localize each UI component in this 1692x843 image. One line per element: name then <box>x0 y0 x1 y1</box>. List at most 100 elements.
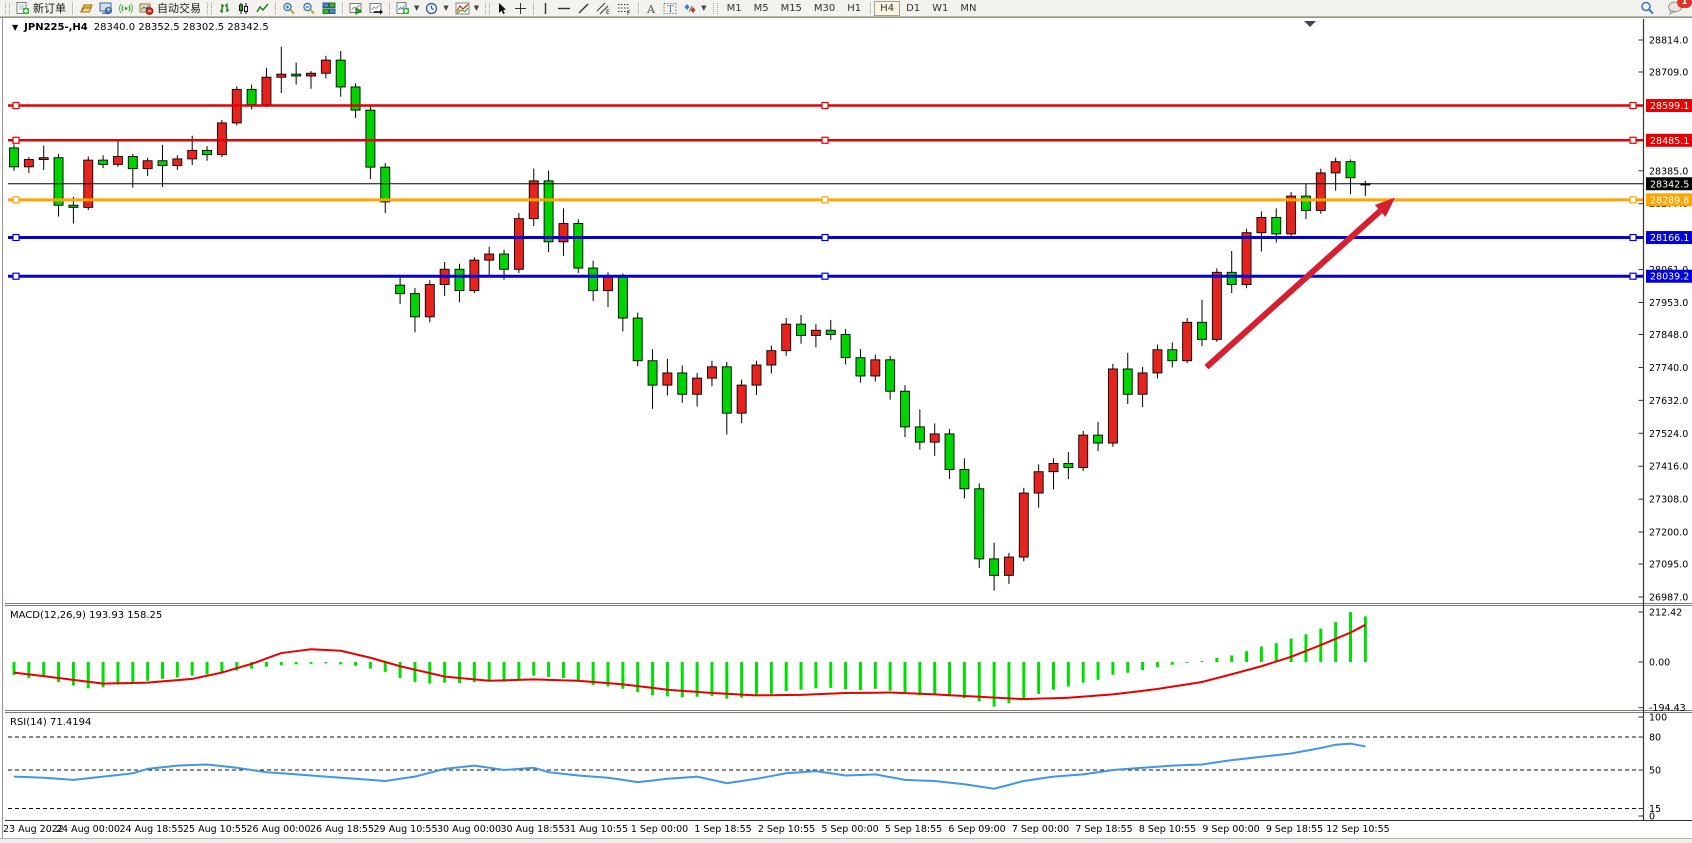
timeframe-M15[interactable]: M15 <box>780 2 802 14</box>
macd-histogram-bar <box>591 662 595 686</box>
macd-histogram-bar <box>977 662 981 702</box>
chart-ohlc-values: 28340.0 28352.5 28302.5 28342.5 <box>93 22 269 33</box>
macd-histogram-bar <box>250 662 254 669</box>
line-handle <box>821 196 829 204</box>
svg-text:15: 15 <box>1649 804 1661 815</box>
equidistant-channel-button[interactable]: E <box>593 1 614 16</box>
rsi-panel: 100 80 50 150 <box>8 713 1667 823</box>
horizontal-line-object-28039.2[interactable]: 28039.2 <box>8 269 1692 283</box>
macd-histogram-bar <box>1126 662 1130 673</box>
candle <box>172 158 183 167</box>
candle <box>1004 556 1014 576</box>
macd-histogram-bar <box>636 662 640 693</box>
timeframe-W1[interactable]: W1 <box>932 2 949 14</box>
line-handle <box>12 196 20 204</box>
timeframe-M5[interactable]: M5 <box>753 2 769 14</box>
toolbar-grip[interactable] <box>207 2 212 14</box>
trend-arrow-annotation[interactable] <box>1204 197 1396 370</box>
notifications-button[interactable]: 1 <box>1664 0 1692 16</box>
macd-histogram-bar <box>398 662 402 678</box>
current-price-line[interactable]: 28342.5 <box>8 177 1692 191</box>
horizontal-line-object-28599.1[interactable]: 28599.1 <box>8 99 1692 113</box>
fibonacci-icon: F <box>617 2 632 15</box>
macd-histogram-bar <box>57 662 61 682</box>
svg-text:7 Sep 00:00: 7 Sep 00:00 <box>1012 824 1069 835</box>
macd-histogram-bar <box>903 662 907 694</box>
periods-button[interactable]: ▼ <box>422 1 451 16</box>
macd-histogram-bar <box>1289 638 1293 662</box>
timeframe-MN[interactable]: MN <box>960 2 977 14</box>
timeframe-M30[interactable]: M30 <box>813 2 836 14</box>
profiles-button[interactable] <box>76 1 96 16</box>
macd-histogram-bar <box>131 662 135 683</box>
trendline-button[interactable] <box>574 1 593 16</box>
search-button[interactable] <box>1637 1 1658 16</box>
ohlc-toggle-icon[interactable]: ▼ <box>12 23 19 32</box>
candle <box>9 147 19 168</box>
svg-text:9 Sep 18:55: 9 Sep 18:55 <box>1266 824 1323 835</box>
timeframe-H1[interactable]: H1 <box>847 2 862 14</box>
macd-histogram-bar <box>443 662 447 683</box>
candle <box>974 488 985 560</box>
candle <box>840 334 851 359</box>
candle <box>989 558 1000 576</box>
macd-histogram-bar <box>621 662 625 689</box>
bar-chart-button[interactable] <box>215 1 234 16</box>
text-label-button[interactable]: T <box>660 1 680 16</box>
trendline-icon <box>577 2 590 15</box>
auto-scroll-button[interactable] <box>346 1 366 16</box>
line-handle <box>821 136 829 144</box>
candle <box>855 357 866 377</box>
candle <box>543 180 554 243</box>
timeframe-M1[interactable]: M1 <box>726 2 742 14</box>
signals-button[interactable] <box>116 1 136 16</box>
candle <box>365 109 376 168</box>
candlestick-chart-button[interactable] <box>234 1 253 16</box>
new-order-button[interactable]: 新订单 <box>13 1 69 16</box>
new-chart-button[interactable]: ▼ <box>393 1 422 16</box>
macd-histogram-bar <box>888 662 892 691</box>
timeframe-H4[interactable]: H4 <box>874 0 901 16</box>
market-watch-button[interactable] <box>96 1 116 16</box>
zoom-in-button[interactable] <box>279 1 299 16</box>
cursor-button[interactable] <box>493 1 511 16</box>
horizontal-line-object-28289.8[interactable]: 28289.8 <box>8 193 1692 207</box>
toolbar-grip[interactable] <box>712 2 718 14</box>
svg-text:A: A <box>646 3 656 15</box>
horizontal-line-object-28166.1[interactable]: 28166.1 <box>8 231 1692 245</box>
candle <box>736 384 747 414</box>
chart-shift-marker[interactable] <box>1304 21 1316 27</box>
chevron-down-icon: ▼ <box>701 4 707 12</box>
shapes-button[interactable]: ▼ <box>680 1 709 16</box>
crosshair-button[interactable] <box>511 1 530 16</box>
candle <box>1271 216 1282 235</box>
horizontal-line-object-28485.1[interactable]: 28485.1 <box>8 133 1692 147</box>
macd-histogram-bar <box>175 662 179 678</box>
line-chart-button[interactable] <box>253 1 272 16</box>
toolbar-grip[interactable] <box>5 2 10 14</box>
vertical-line-button[interactable] <box>537 1 554 16</box>
candle <box>1330 161 1341 174</box>
indicators-button[interactable]: ▼ <box>452 1 482 16</box>
macd-histogram-bar <box>799 662 803 690</box>
auto-scroll-icon <box>349 2 363 15</box>
fibonacci-button[interactable]: F <box>614 1 635 16</box>
timeframe-D1[interactable]: D1 <box>906 2 921 14</box>
macd-histogram-bar <box>1274 643 1278 662</box>
macd-indicator-label: MACD(12,26,9) 193.93 158.25 <box>10 610 163 621</box>
chart-shift-button[interactable] <box>366 1 386 16</box>
macd-histogram-bar <box>1259 646 1263 662</box>
tile-windows-button[interactable] <box>319 1 339 16</box>
toolbar-grip[interactable] <box>485 2 491 14</box>
chart-title-bar[interactable]: ▼ JPN225-,H4 28340.0 28352.5 28302.5 283… <box>12 22 269 33</box>
candle <box>320 59 331 74</box>
zoom-out-button[interactable] <box>299 1 319 16</box>
macd-histogram-bar <box>190 662 194 676</box>
text-button[interactable]: A <box>642 1 660 16</box>
candle <box>1063 463 1074 468</box>
horizontal-line-button[interactable] <box>554 1 574 16</box>
autotrading-button[interactable]: 自动交易 <box>136 1 204 16</box>
macd-histogram-bar <box>918 662 922 696</box>
